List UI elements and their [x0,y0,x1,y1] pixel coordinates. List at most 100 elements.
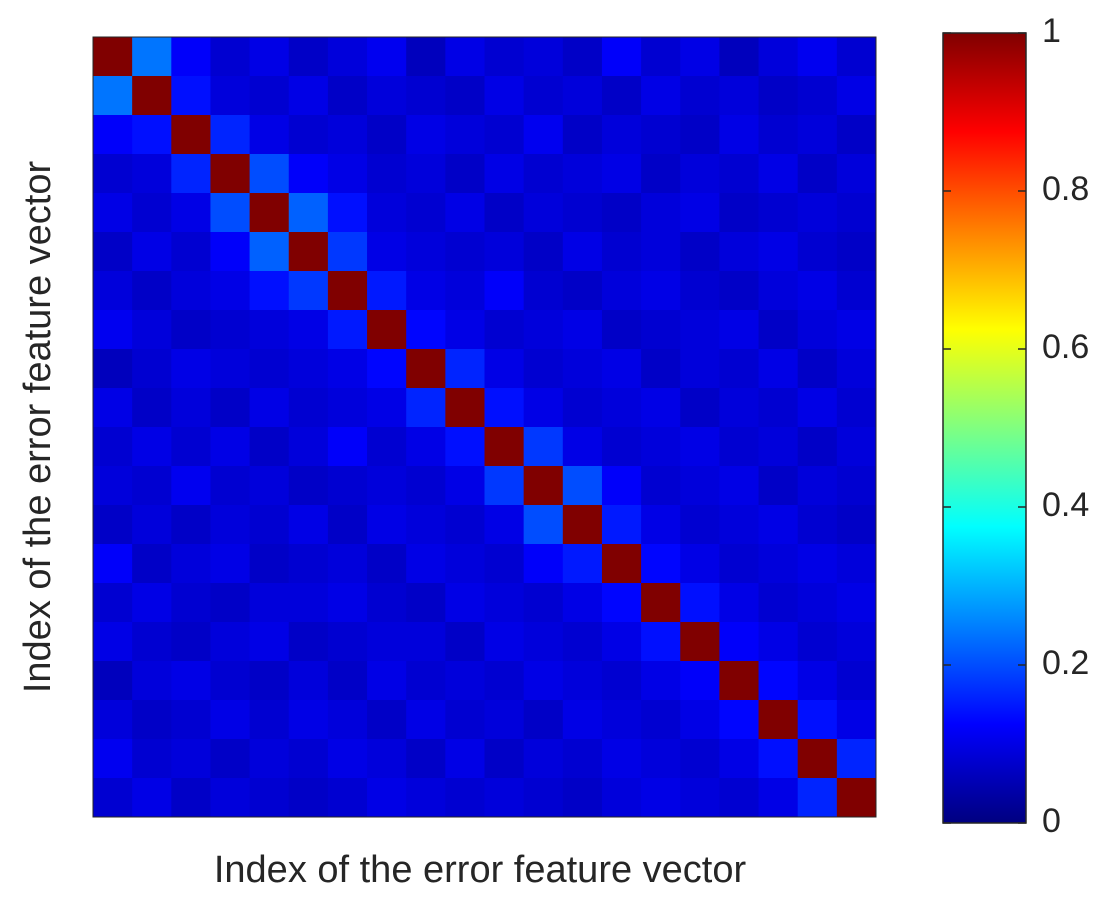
heatmap-cell [327,661,368,701]
heatmap-cell [758,232,799,272]
heatmap-cell [445,115,485,155]
heatmap-cell [249,739,290,779]
heatmap-cell [367,544,407,584]
heatmap-cell [288,466,329,506]
heatmap-cell [523,154,564,194]
heatmap-cell [171,700,211,740]
heatmap-cell [601,37,642,77]
heatmap-cell [719,310,760,350]
heatmap-cell [132,505,172,545]
heatmap-cell [210,427,251,467]
heatmap-cell [93,622,133,662]
heatmap-cell [210,271,251,311]
heatmap-cell [601,427,642,467]
heatmap-cell [445,466,485,506]
heatmap-cell [641,271,681,311]
heatmap-cell [719,427,760,467]
heatmap-cell [367,505,407,545]
heatmap-cell [484,349,525,389]
heatmap-cell [719,622,760,662]
heatmap-cell [758,310,799,350]
heatmap-cell [367,310,407,350]
heatmap-cell [484,388,525,428]
heatmap-cell [445,622,485,662]
heatmap-cell [680,37,720,77]
heatmap-cell [367,739,407,779]
heatmap-cell [249,271,290,311]
heatmap-cell [758,76,799,116]
heatmap-cell [93,349,133,389]
heatmap-cell [680,76,720,116]
heatmap-cell [327,622,368,662]
colorbar-tick-label: 0.8 [1042,170,1089,208]
heatmap-cell [327,388,368,428]
heatmap-cell [641,700,681,740]
heatmap-cell [249,466,290,506]
heatmap-cell [562,778,603,818]
heatmap-cell [641,778,681,818]
heatmap-cell [641,76,681,116]
heatmap-cell [719,661,760,701]
heatmap-cell [210,778,251,818]
heatmap-cell [523,193,564,233]
heatmap-cell [484,466,525,506]
heatmap-cell [171,505,211,545]
heatmap-cell [562,700,603,740]
heatmap-cell [406,700,446,740]
heatmap-cell [680,778,720,818]
heatmap-cell [288,388,329,428]
heatmap-cell [680,427,720,467]
heatmap-cell [758,583,799,623]
heatmap-cell [327,778,368,818]
heatmap-cell [641,37,681,77]
heatmap-cell [249,154,290,194]
heatmap-cell [758,466,799,506]
heatmap-cell [601,778,642,818]
heatmap-cell [523,661,564,701]
heatmap-cell [210,388,251,428]
heatmap-cell [719,388,760,428]
heatmap-cell [210,37,251,77]
heatmap-cell [562,115,603,155]
heatmap-cell [171,271,211,311]
heatmap-cell [171,37,211,77]
heatmap-cell [288,271,329,311]
heatmap-cell [758,349,799,389]
heatmap-cell [132,310,172,350]
heatmap-cell [327,154,368,194]
heatmap-cell [406,271,446,311]
heatmap-cell [836,115,877,155]
heatmap-cell [367,349,407,389]
heatmap-cell [445,388,485,428]
heatmap-cell [523,466,564,506]
heatmap-cell [132,583,172,623]
heatmap-cell [523,700,564,740]
heatmap-cell [562,739,603,779]
heatmap-cell [484,700,525,740]
colorbar [942,32,1027,824]
colorbar-tick-label: 0.4 [1042,486,1089,524]
heatmap-cell [171,583,211,623]
heatmap-cell [288,544,329,584]
heatmap-cell [797,232,838,272]
heatmap-cell [758,427,799,467]
heatmap-cell [797,154,838,194]
heatmap-cell [406,778,446,818]
heatmap-cell [93,544,133,584]
heatmap-cell [288,349,329,389]
heatmap-cell [132,778,172,818]
heatmap-cell [93,115,133,155]
heatmap-cell [719,349,760,389]
heatmap-cell [641,661,681,701]
heatmap-cell [445,76,485,116]
heatmap-cell [719,466,760,506]
heatmap-cell [601,76,642,116]
heatmap-cell [367,778,407,818]
heatmap-cell [367,661,407,701]
heatmap-cell [680,232,720,272]
heatmap-cell [797,310,838,350]
heatmap-cell [93,739,133,779]
heatmap-cell [288,505,329,545]
heatmap-cell [445,37,485,77]
heatmap-cell [797,622,838,662]
